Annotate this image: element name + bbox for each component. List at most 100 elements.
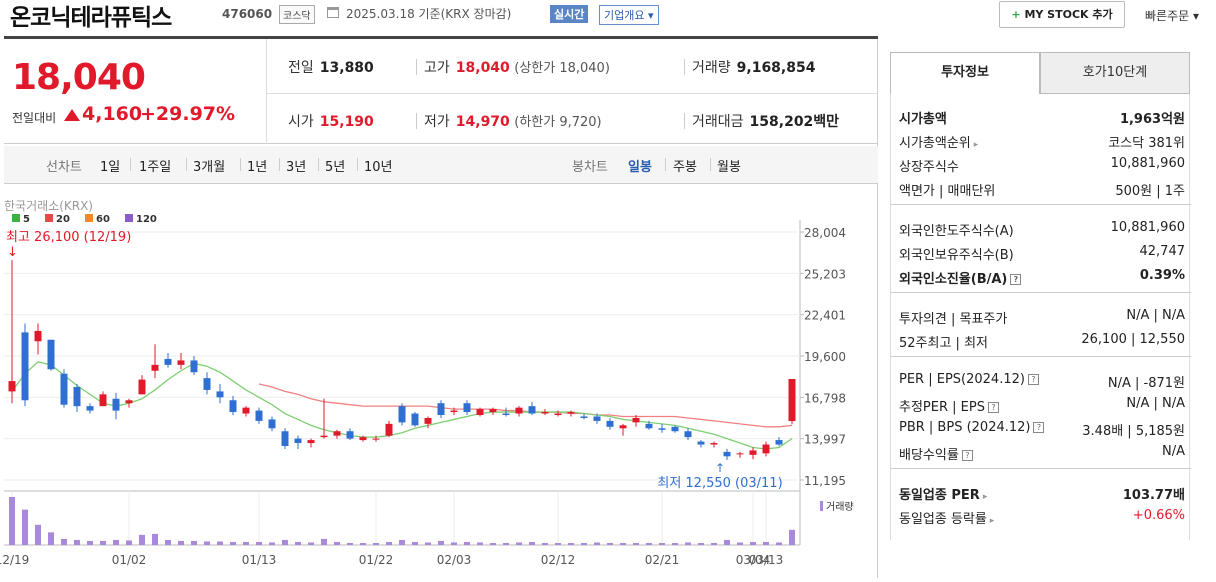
candle-body xyxy=(736,453,744,455)
info-row: 동일업종 PER ▸ 103.77배 xyxy=(899,484,1185,504)
tab-10year[interactable]: 10년 xyxy=(364,160,393,175)
volume-bar xyxy=(581,542,587,545)
lower-limit: (하한가 9,720) xyxy=(514,115,602,130)
add-my-stock-label: MY STOCK 추가 xyxy=(1024,8,1113,21)
volume-bar xyxy=(789,529,795,545)
x-tick-label: 12/19 xyxy=(0,553,29,567)
help-icon[interactable]: ? xyxy=(1010,274,1022,285)
y-tick-label: 11,195 xyxy=(804,474,846,488)
y-tick-label: 19,600 xyxy=(804,350,846,364)
candle-body xyxy=(398,406,406,423)
prev-close-label: 전일 xyxy=(288,60,314,76)
tab-monthly[interactable]: 월봉 xyxy=(717,160,741,175)
info-value: N/A | N/A xyxy=(1126,308,1185,323)
tab-order-book[interactable]: 호가10단계 xyxy=(1040,52,1190,94)
info-value: 10,881,960 xyxy=(1110,156,1185,171)
trade-amount: 거래대금 158,202백만 xyxy=(692,111,839,131)
tab-weekly[interactable]: 주봉 xyxy=(673,160,697,175)
low-annotation: 최저 12,550 (03/11) xyxy=(657,476,782,491)
low-value: 14,970 xyxy=(455,114,510,130)
help-icon[interactable]: ? xyxy=(1027,374,1039,385)
candle-body xyxy=(645,423,653,429)
info-row: 추정PER | EPS? N/A | N/A xyxy=(899,396,1185,416)
help-icon[interactable]: ? xyxy=(987,402,999,413)
tab-3month[interactable]: 3개월 xyxy=(193,160,226,175)
candle-body xyxy=(112,398,120,411)
tab-investment-info[interactable]: 투자정보 xyxy=(890,52,1040,94)
info-key: 시가총액 xyxy=(899,112,947,127)
candle-body xyxy=(671,426,679,432)
volume-bar xyxy=(165,539,171,545)
y-tick-label: 28,004 xyxy=(804,226,846,240)
stock-chart[interactable]: 한국거래소(KRX) 5 20 60 120 28,004 25,203 22,401 19,6… xyxy=(0,190,878,578)
candlestick-chart-svg: 한국거래소(KRX)5 20 60 120 28,004 25,203 22,401 19,6… xyxy=(0,199,854,567)
y-tick-label: 13,997 xyxy=(804,433,846,447)
x-tick-label: 01/13 xyxy=(242,553,277,567)
stock-header: 온코닉테라퓨틱스 476060 코스닥 2025.03.18 기준(KRX 장마… xyxy=(0,0,1216,32)
divider xyxy=(416,59,417,75)
chevron-right-icon[interactable]: ▸ xyxy=(970,140,979,150)
candle-body xyxy=(86,406,94,411)
info-row: 액면가 | 매매단위 500원 | 1주 xyxy=(899,180,1185,200)
candle-body xyxy=(151,364,159,371)
volume-bar xyxy=(750,541,756,545)
current-price: 18,040 xyxy=(12,57,146,98)
tab-1day[interactable]: 1일 xyxy=(100,160,121,175)
volume-label: 거래량 xyxy=(692,60,731,76)
candle-body xyxy=(723,451,731,457)
candle-body xyxy=(21,332,29,401)
candle-body xyxy=(710,443,718,445)
candle-body xyxy=(502,413,510,416)
help-icon[interactable]: ? xyxy=(1033,422,1045,433)
chevron-right-icon[interactable]: ▸ xyxy=(979,492,988,502)
prev-close: 전일 13,880 xyxy=(288,57,374,77)
volume-bar xyxy=(724,539,730,545)
candle-body xyxy=(125,400,133,404)
info-value: 500원 | 1주 xyxy=(1115,184,1185,199)
info-key: PER | EPS(2024.12)? xyxy=(899,372,1039,387)
info-row: 시가총액 1,963억원 xyxy=(899,108,1185,128)
divider xyxy=(416,113,417,129)
volume-bar xyxy=(620,542,626,545)
company-overview-dropdown[interactable]: 기업개요 ▾ xyxy=(599,5,659,25)
candle-body xyxy=(580,416,588,418)
candle-body xyxy=(177,360,185,365)
tab-1year[interactable]: 1년 xyxy=(247,160,268,175)
candle-body xyxy=(515,407,523,414)
add-my-stock-button[interactable]: + MY STOCK 추가 xyxy=(999,1,1125,28)
tab-daily[interactable]: 일봉 xyxy=(628,160,652,175)
quick-order-button[interactable]: 빠른주문 ▾ xyxy=(1145,7,1199,24)
candle-body xyxy=(606,420,614,427)
volume-bar xyxy=(425,542,431,545)
volume-bar xyxy=(113,539,119,545)
realtime-button[interactable]: 실시간 xyxy=(550,5,589,23)
candle-body xyxy=(541,412,549,414)
tab-5year[interactable]: 5년 xyxy=(325,160,346,175)
candle-body xyxy=(372,438,380,440)
volume-bar xyxy=(672,542,678,545)
volume-bar xyxy=(204,541,210,545)
info-value: +0.66% xyxy=(1132,508,1185,523)
ma20-line xyxy=(258,383,793,428)
info-row: 52주최고 | 최저 26,100 | 12,550 xyxy=(899,332,1185,352)
candle-body xyxy=(476,409,484,416)
volume-bar xyxy=(607,542,613,545)
high-value: 18,040 xyxy=(455,60,510,76)
candle-body xyxy=(632,417,640,423)
divider xyxy=(891,292,1191,293)
candle-body xyxy=(619,425,627,429)
tab-1week[interactable]: 1주일 xyxy=(139,160,172,175)
chevron-right-icon[interactable]: ▸ xyxy=(986,516,995,526)
tab-3year[interactable]: 3년 xyxy=(286,160,307,175)
divider xyxy=(130,158,131,171)
y-tick-label: 25,203 xyxy=(804,267,846,281)
company-overview-label: 기업개요 xyxy=(604,9,645,22)
volume-bar xyxy=(698,542,704,545)
volume-bar xyxy=(373,542,379,545)
stock-code: 476060 xyxy=(222,7,273,21)
legend-swatch xyxy=(45,214,53,222)
info-row: PER | EPS(2024.12)? N/A | -871원 xyxy=(899,372,1185,392)
info-key: 외국인보유주식수(B) xyxy=(899,248,1014,263)
help-icon[interactable]: ? xyxy=(961,450,973,461)
x-tick-label: 01/22 xyxy=(359,553,394,567)
